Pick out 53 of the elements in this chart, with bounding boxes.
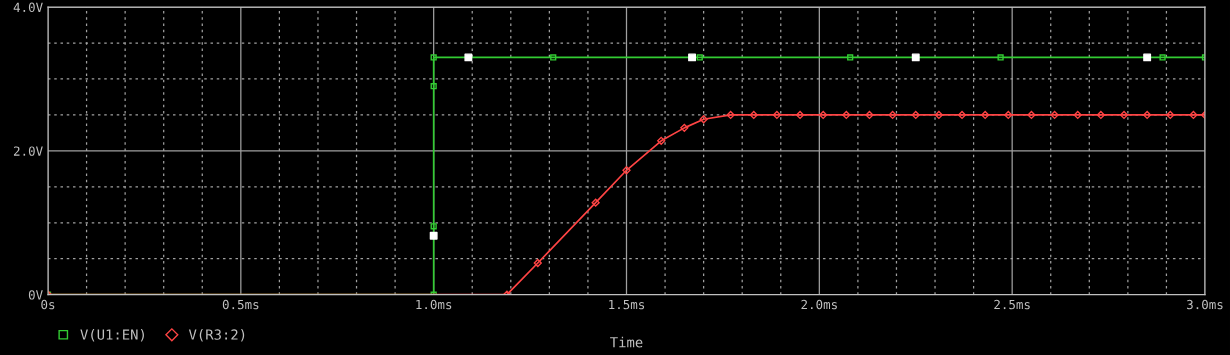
x-tick-label: 0s [41,299,55,310]
point [1143,53,1152,62]
point [1189,110,1198,120]
point [622,166,631,175]
point [1096,110,1106,120]
point [1073,110,1082,120]
point [865,110,874,120]
point [847,54,854,61]
y-tick-label: 0V [28,290,43,300]
point [749,110,758,120]
point [429,231,438,240]
point [934,110,944,120]
y-tick-label: 4.0V [13,2,43,13]
point [430,54,437,61]
point [911,110,920,120]
point [464,53,473,62]
point [680,123,689,133]
point [533,258,542,268]
point [1027,110,1036,120]
point [981,110,990,120]
point [888,110,897,120]
point [1159,54,1166,61]
point [1004,110,1013,120]
y-tick-label: 2.0V [13,146,43,156]
point [657,136,666,145]
x-tick-label: 1.0ms [416,299,452,310]
x-tick-label: 2.5ms [994,299,1030,310]
legend-label: V(R3:2) [188,329,245,342]
point [550,54,557,61]
legend-label: V(U1:EN) [80,329,144,342]
x-tick-label: 2.0ms [801,299,837,310]
point [1143,110,1152,120]
point [911,53,920,62]
point [1119,110,1129,120]
point [1050,110,1059,120]
x-axis-title: Time [610,336,643,348]
x-tick-label: 3.0ms [1187,299,1223,310]
x-tick-label: 1.5ms [609,299,645,310]
point [795,110,805,120]
point [819,110,828,120]
point [957,110,967,120]
point [726,110,735,120]
point [699,115,708,124]
point [997,54,1004,61]
point [688,53,697,62]
point [772,110,782,120]
point [591,198,600,207]
point [696,54,703,61]
x-tick-label: 0.5ms [222,299,259,310]
point [430,223,437,230]
point [1166,110,1175,120]
point [842,110,851,120]
point [430,83,437,90]
